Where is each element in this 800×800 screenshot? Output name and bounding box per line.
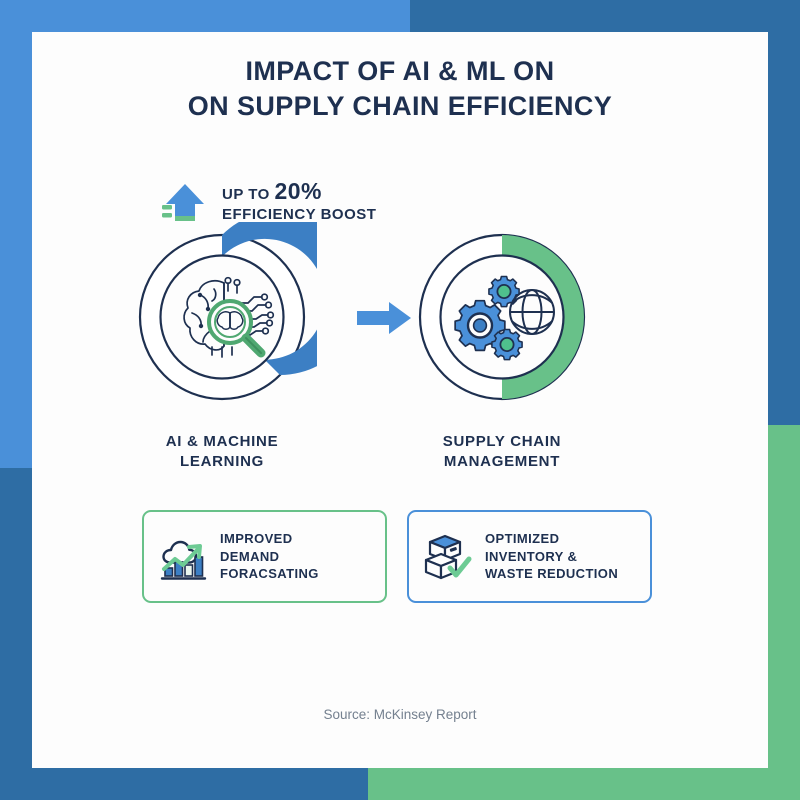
inventory-waste-text: OPTIMIZED INVENTORY & WASTE REDUCTION xyxy=(485,530,618,583)
left-ring-progress-arc xyxy=(222,222,317,375)
frame-edge-left-bottom xyxy=(0,468,32,800)
brain-circuit-magnifier-icon xyxy=(183,276,275,358)
boxes-check-icon xyxy=(424,534,472,579)
source-caption: Source: McKinsey Report xyxy=(323,707,477,722)
demand-forecasting-text: IMPROVED DEMAND FORACSATING xyxy=(220,530,319,583)
right-ring-progress-arc xyxy=(502,235,584,399)
card-1-line-2: INVENTORY & xyxy=(485,548,578,564)
card-1-line-1: OPTIMIZED xyxy=(485,531,560,547)
card-0-line-3: FORACSATING xyxy=(220,566,319,582)
boost-value: 20% xyxy=(274,178,323,204)
frame-edge-bottom-right xyxy=(368,768,800,800)
content-panel: IMPACT OF AI & ML ON ON SUPPLY CHAIN EFF… xyxy=(32,32,768,768)
process-diagram xyxy=(32,222,768,412)
page-title: IMPACT OF AI & ML ON ON SUPPLY CHAIN EFF… xyxy=(32,54,768,124)
frame-edge-top-right xyxy=(410,0,800,32)
card-0-line-2: DEMAND xyxy=(220,548,280,564)
boost-text-block: UP TO 20% EFFICIENCY BOOST xyxy=(222,178,377,225)
frame-edge-right-top xyxy=(768,0,800,425)
supply-chain-label-line-2: MANAGEMENT xyxy=(443,453,561,470)
frame-edge-right-bottom xyxy=(768,425,800,800)
boost-prefix: UP TO xyxy=(222,186,275,203)
supply-chain-node-label: SUPPLY CHAIN MANAGEMENT xyxy=(387,432,617,472)
gears-globe-icon xyxy=(454,275,555,361)
card-1-line-3: WASTE REDUCTION xyxy=(485,566,619,582)
supply-chain-label-line-1: SUPPLY CHAIN xyxy=(442,433,562,450)
supply-chain-node xyxy=(418,233,586,401)
feature-card-inventory-waste[interactable]: OPTIMIZED INVENTORY & WASTE REDUCTION xyxy=(407,510,652,603)
title-line-1: IMPACT OF AI & ML ON xyxy=(245,56,555,86)
right-arrow-icon xyxy=(357,302,411,334)
efficiency-boost-badge: UP TO 20% EFFICIENCY BOOST xyxy=(162,180,376,226)
boost-headline: UP TO 20% xyxy=(222,178,376,205)
frame-edge-top-left xyxy=(0,0,410,32)
cloud-growth-chart-icon xyxy=(160,540,207,580)
ai-ml-node-label: AI & MACHINE LEARNING xyxy=(107,432,337,472)
up-arrow-icon xyxy=(162,184,204,221)
ai-ml-label-line-2: LEARNING xyxy=(180,453,264,470)
frame-edge-bottom-left xyxy=(0,768,368,800)
feature-card-demand-forecasting[interactable]: IMPROVED DEMAND FORACSATING xyxy=(142,510,387,603)
ai-ml-node xyxy=(138,222,317,401)
ai-ml-label-line-1: AI & MACHINE xyxy=(165,433,279,450)
title-line-2: ON SUPPLY CHAIN EFFICIENCY xyxy=(187,91,613,121)
card-0-line-1: IMPROVED xyxy=(220,531,293,547)
boost-subtitle: EFFICIENCY BOOST xyxy=(222,206,377,223)
frame-edge-left-top xyxy=(0,0,32,468)
